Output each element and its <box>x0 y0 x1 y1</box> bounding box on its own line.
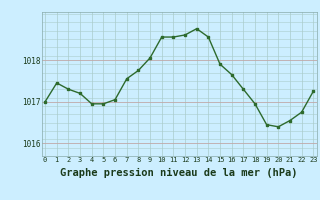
X-axis label: Graphe pression niveau de la mer (hPa): Graphe pression niveau de la mer (hPa) <box>60 168 298 178</box>
